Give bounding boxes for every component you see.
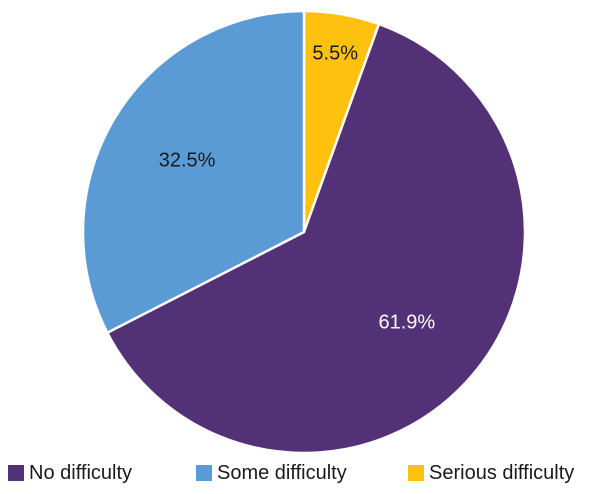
chart-legend: No difficulty Some difficulty Serious di…: [8, 458, 608, 488]
legend-item-serious-difficulty: Serious difficulty: [408, 458, 574, 488]
pie-chart: 5.5% 61.9% 32.5%: [81, 9, 527, 455]
legend-label-some-difficulty: Some difficulty: [217, 462, 347, 484]
slice-label-serious-difficulty: 5.5%: [312, 42, 358, 64]
legend-label-serious-difficulty: Serious difficulty: [429, 462, 575, 484]
legend-swatch-no-difficulty: [8, 465, 24, 481]
slice-label-no-difficulty: 61.9%: [378, 312, 435, 334]
pie-slice-some-difficulty: [81, 9, 306, 334]
legend-label-no-difficulty: No difficulty: [29, 462, 133, 484]
legend-item-no-difficulty: No difficulty: [8, 458, 132, 488]
pie-slice-no-difficulty: [106, 22, 527, 455]
legend-item-some-difficulty: Some difficulty: [196, 458, 347, 488]
legend-swatch-some-difficulty: [196, 465, 212, 481]
legend-swatch-serious-difficulty: [408, 465, 424, 481]
slice-label-some-difficulty: 32.5%: [159, 150, 216, 172]
